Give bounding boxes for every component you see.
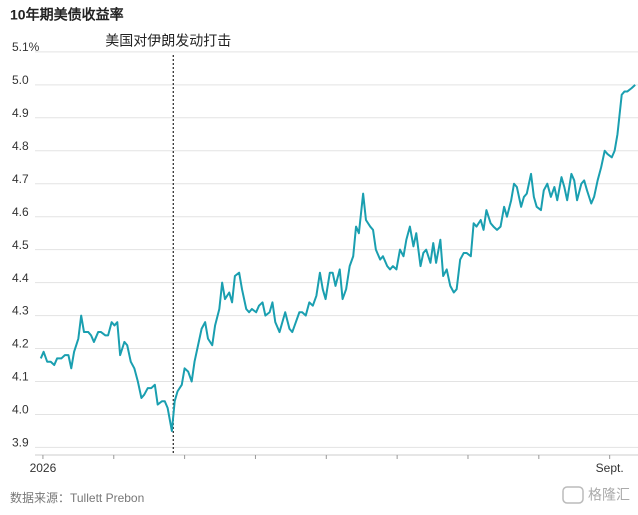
y-tick-label: 4.6: [12, 205, 29, 219]
annotation-label: 美国对伊朗发动打击: [105, 33, 231, 49]
watermark: 格隆汇: [588, 487, 630, 503]
chart-title: 10年期美债收益率: [10, 7, 124, 23]
y-tick-label: 5.0: [12, 73, 29, 87]
x-tick-label: 2026: [30, 461, 57, 475]
y-tick-label: 4.1: [12, 370, 29, 384]
data-line: [39, 84, 636, 432]
y-tick-label: 4.2: [12, 337, 29, 351]
y-tick-label: 4.9: [12, 106, 29, 120]
y-tick-label: 4.8: [12, 139, 29, 153]
source: 数据来源：Tullett Prebon: [10, 490, 144, 505]
x-tick-label: Sept.: [596, 461, 624, 475]
y-tick-label: 3.9: [12, 436, 29, 450]
y-tick-label: 4.3: [12, 304, 29, 318]
y-tick-label: 4.5: [12, 238, 29, 252]
y-tick-label: 5.1%: [12, 40, 40, 54]
logo-icon: [562, 486, 584, 504]
y-tick-label: 4.4: [12, 271, 29, 285]
y-tick-label: 4.7: [12, 172, 29, 186]
y-tick-label: 4.0: [12, 403, 29, 417]
